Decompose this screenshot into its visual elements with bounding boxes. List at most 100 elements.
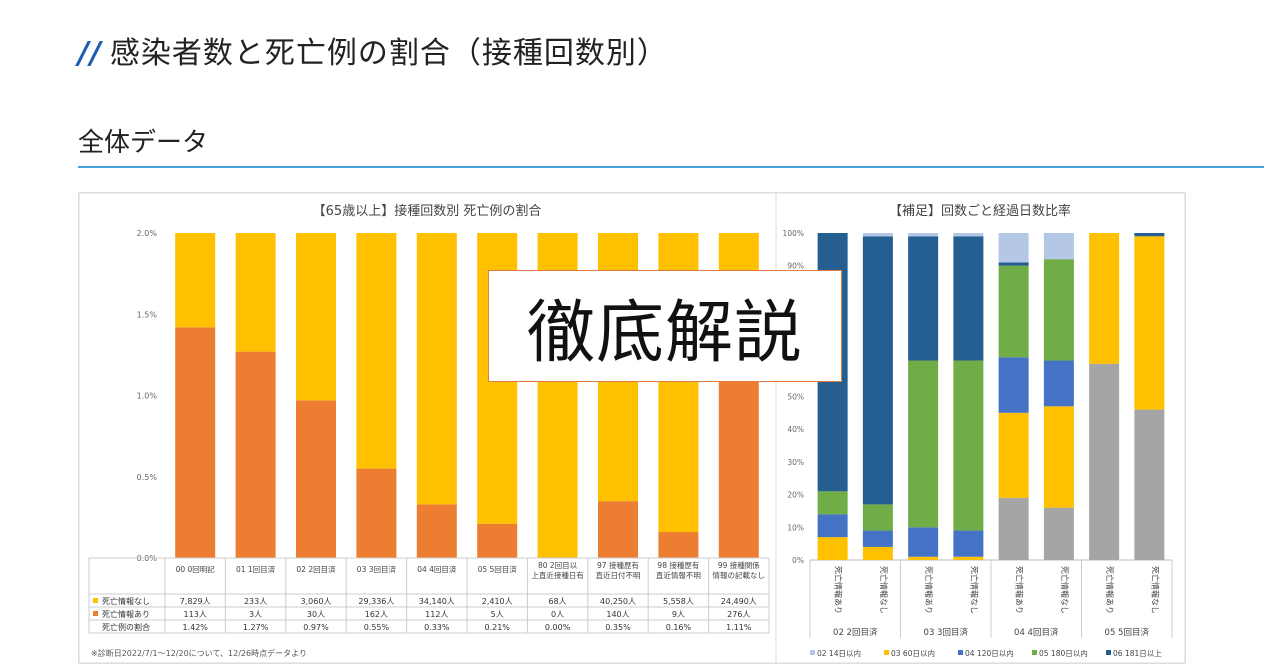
row-legend-marker [93,598,98,603]
right-bar-segment [862,530,893,547]
right-bar-segment [953,233,984,237]
legend-marker [1106,650,1111,655]
right-bar-segment [862,233,893,237]
right-y-tick-label: 100% [783,229,804,238]
left-bar-segment [416,504,457,558]
right-bar-segment [1134,409,1165,560]
left-bar-segment [416,233,457,505]
right-bar-segment [998,262,1029,266]
group-label: 05 5回目済 [1105,627,1150,638]
chart-canvas: 【65歳以上】接種回数別 死亡例の割合0.0%0.5%1.0%1.5%2.0%0… [78,192,1186,664]
right-bar-segment [908,556,939,560]
table-cell: 276人 [727,610,750,619]
page-title-text: 感染者数と死亡例の割合（接種回数別） [109,36,668,71]
group-label: 03 3回目済 [924,627,969,638]
right-bar-segment [1089,363,1120,560]
left-bar-segment [718,377,759,558]
table-cell: 30人 [307,610,325,619]
right-bar-segment [817,514,848,538]
table-cell: 1.42% [182,623,208,632]
right-y-tick-label: 40% [787,425,804,434]
left-y-tick-label: 1.5% [137,310,158,319]
left-bar-segment [296,233,336,401]
legend-label: 04 120日以内 [965,648,1014,658]
right-bar-segment [862,546,893,560]
title-slash-icon: // [78,36,102,71]
right-bar-segment [908,236,939,361]
table-cell: 24,490人 [721,597,757,606]
right-bar-segment [908,360,939,528]
right-y-tick-label: 10% [787,523,804,532]
right-bar-segment [1134,233,1165,237]
table-cell: 233人 [244,597,267,606]
table-cell: 40,250人 [600,597,636,606]
legend-marker [884,650,889,655]
row-label: 死亡例の割合 [102,622,150,632]
right-bar-segment [953,236,984,361]
section-divider [78,166,1264,168]
left-bar-segment [175,327,216,558]
table-cell: 29,336人 [358,597,394,606]
left-chart-title: 【65歳以上】接種回数別 死亡例の割合 [313,203,542,219]
right-bar-segment [908,233,939,237]
category-label: 97 接種歴有 [597,560,639,570]
category-label: 情報の記載なし [713,570,766,580]
right-category-label: 死亡情報なし [969,566,979,614]
right-chart-title: 【補足】回数ごと経過日数比率 [889,203,1071,219]
table-cell: 2,410人 [482,597,513,606]
right-bar-segment [953,360,984,531]
table-cell: 0.33% [424,623,450,632]
right-bar-segment [817,537,848,560]
right-bar-segment [953,530,984,557]
category-label: 上直近接種日有 [531,570,584,580]
table-cell: 5,558人 [663,597,694,606]
row-label: 死亡情報なし [102,596,150,606]
table-cell: 0.16% [666,623,692,632]
category-label: 98 接種歴有 [657,560,699,570]
right-category-label: 死亡情報あり [924,566,934,614]
overlay-banner: 徹底解説 [488,270,842,382]
row-legend-marker [93,611,98,616]
right-category-label: 死亡情報なし [1060,566,1070,614]
left-bar-segment [296,400,336,558]
right-bar-segment [998,357,1029,413]
right-bar-segment [908,527,939,557]
table-cell: 113人 [184,610,207,619]
table-cell: 162人 [365,610,388,619]
left-bar-segment [235,233,276,352]
table-cell: 0.21% [484,623,510,632]
legend-label: 03 60日以内 [891,648,935,658]
left-bar-segment [235,351,276,558]
category-label: 05 5回目済 [478,564,518,574]
category-label: 直近情報不明 [656,570,701,580]
left-bar-segment [658,532,699,558]
table-cell: 5人 [491,610,504,619]
right-bar-segment [998,412,1029,498]
right-category-label: 死亡情報あり [834,566,844,614]
right-category-label: 死亡情報あり [1015,566,1025,614]
table-cell: 0.35% [605,623,631,632]
group-label: 04 4回目済 [1014,627,1059,638]
table-cell: 9人 [672,610,685,619]
legend-label: 02 14日以内 [817,648,861,658]
right-bar-segment [817,491,848,515]
right-bar-segment [862,504,893,531]
right-bar-segment [998,265,1029,358]
table-cell: 0.97% [303,623,329,632]
left-y-tick-label: 1.0% [137,392,158,401]
group-label: 02 2回目済 [833,627,878,638]
left-bar-segment [477,523,518,558]
left-bar-segment [598,501,638,558]
right-bar-segment [1043,507,1074,560]
right-y-tick-label: 90% [787,262,804,271]
right-bar-segment [953,556,984,560]
category-label: 02 2回目済 [296,564,336,574]
right-category-label: 死亡情報なし [1150,566,1160,614]
right-category-label: 死亡情報あり [1105,566,1115,614]
table-cell: 1.27% [243,623,269,632]
category-label: 80 2回目以 [538,561,578,570]
left-y-tick-label: 2.0% [137,229,158,238]
left-bar-segment [356,233,397,469]
table-cell: 0.00% [545,623,571,632]
table-cell: 1.11% [726,623,752,632]
